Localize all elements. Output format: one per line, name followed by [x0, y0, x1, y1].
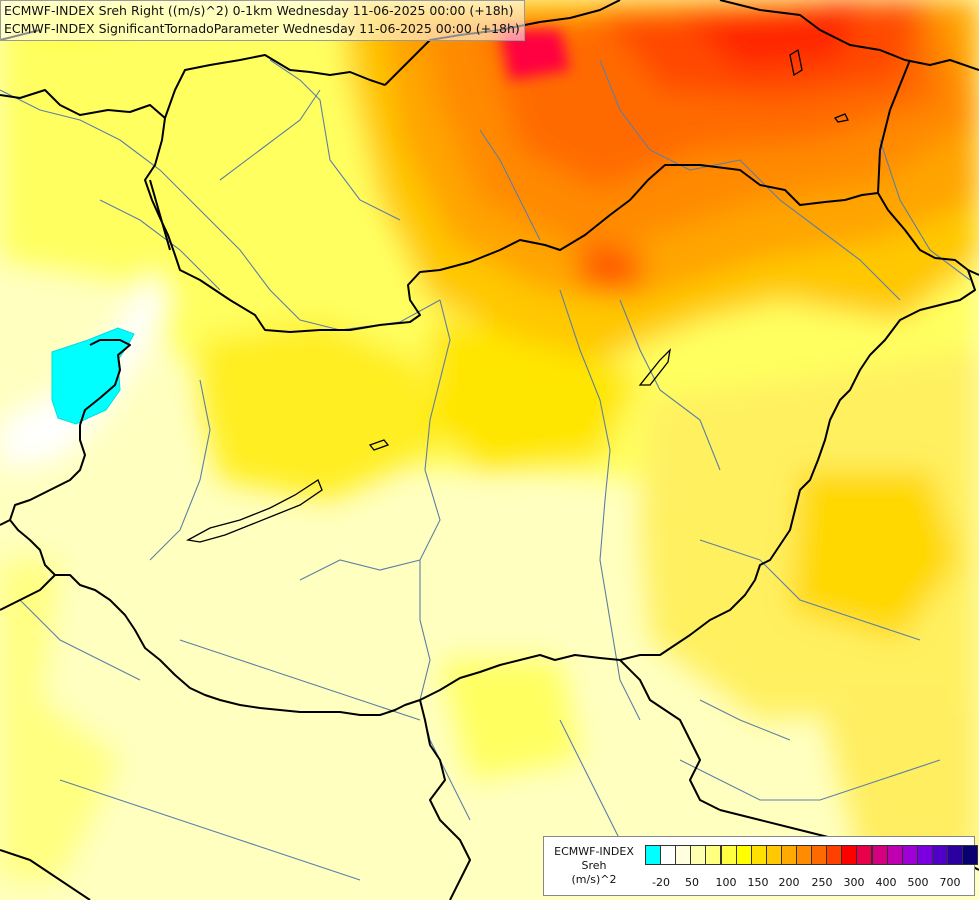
legend-swatch	[871, 845, 888, 865]
legend-swatch	[796, 845, 813, 865]
legend-tick-label: 700	[939, 876, 961, 889]
legend-swatch	[856, 845, 873, 865]
river-lines	[0, 59, 971, 881]
cyan-area	[51, 327, 135, 425]
legend-parameter: Sreh	[581, 859, 607, 872]
legend-tick-label: 500	[907, 876, 929, 889]
legend-tick-label: 150	[747, 876, 769, 889]
legend-swatch	[675, 845, 692, 865]
sreh-field	[0, 0, 979, 880]
legend-tick-label: 50	[685, 876, 699, 889]
legend-swatch	[690, 845, 707, 865]
legend-unit: (m/s)^2	[571, 873, 617, 886]
legend-tick-label: 300	[843, 876, 865, 889]
legend-swatch	[765, 845, 782, 865]
legend-tick-label: 200	[778, 876, 800, 889]
legend-swatch	[660, 845, 677, 865]
legend-swatch	[901, 845, 918, 865]
legend-swatch	[750, 845, 767, 865]
title-line-sreh: ECMWF-INDEX Sreh Right ((m/s)^2) 0-1km W…	[4, 3, 514, 18]
legend-swatch	[705, 845, 722, 865]
legend-swatch	[886, 845, 903, 865]
legend-swatch	[931, 845, 948, 865]
legend-swatch	[916, 845, 933, 865]
legend-swatch	[947, 845, 964, 865]
map-title-box: ECMWF-INDEX Sreh Right ((m/s)^2) 0-1km W…	[0, 0, 525, 41]
legend-swatch	[962, 845, 979, 865]
legend-swatch	[780, 845, 797, 865]
legend-swatch	[841, 845, 858, 865]
legend-tick-label: 250	[811, 876, 833, 889]
legend-tick-label: -20	[652, 876, 670, 889]
legend-source: ECMWF-INDEX	[554, 845, 634, 858]
legend-swatch	[735, 845, 752, 865]
legend-swatch	[826, 845, 843, 865]
color-legend: ECMWF-INDEX Sreh (m/s)^2 -20 50 100 150 200 2…	[543, 836, 979, 896]
legend-swatch	[811, 845, 828, 865]
title-line-stp: ECMWF-INDEX SignificantTornadoParameter …	[4, 21, 520, 36]
legend-tick-label: 100	[715, 876, 737, 889]
lake-outlines	[186, 48, 849, 543]
legend-tick-label: 400	[875, 876, 897, 889]
legend-swatch	[720, 845, 737, 865]
legend-label: ECMWF-INDEX Sreh (m/s)^2	[544, 845, 644, 887]
legend-swatch	[645, 845, 662, 865]
